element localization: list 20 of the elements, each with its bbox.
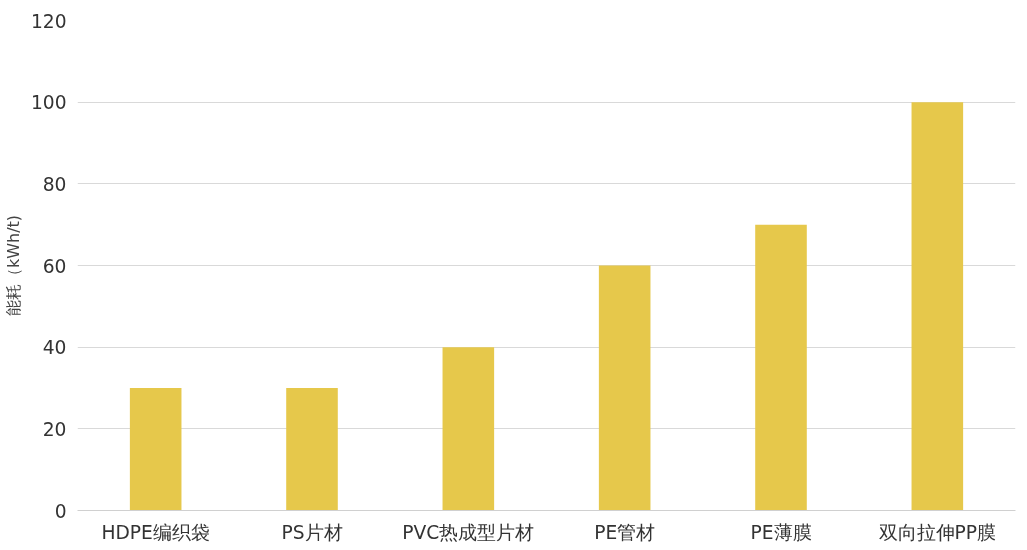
x-tick-label: PS片材 bbox=[281, 521, 343, 543]
y-axis-title: 能耗（kWh/t) bbox=[3, 214, 23, 317]
y-tick-label: 100 bbox=[30, 92, 67, 114]
x-tick-label: 双向拉伸PP膜 bbox=[878, 521, 997, 543]
y-tick-label: 120 bbox=[30, 10, 67, 32]
bar bbox=[442, 347, 495, 511]
y-tick-label: 60 bbox=[42, 255, 67, 277]
bar bbox=[286, 388, 338, 511]
bar bbox=[598, 265, 651, 511]
y-tick-label: 40 bbox=[42, 337, 67, 359]
x-tick-label: HDPE编织袋 bbox=[101, 521, 210, 543]
bar bbox=[755, 224, 807, 511]
x-tick-label: PVC热成型片材 bbox=[402, 521, 535, 543]
y-tick-label: 0 bbox=[54, 500, 67, 522]
y-tick-label: 80 bbox=[42, 173, 67, 195]
x-tick-label: PE薄膜 bbox=[750, 521, 812, 543]
bar bbox=[911, 102, 964, 511]
y-tick-label: 20 bbox=[42, 418, 67, 440]
x-tick-label: PE管材 bbox=[594, 521, 656, 543]
bar bbox=[129, 388, 182, 511]
